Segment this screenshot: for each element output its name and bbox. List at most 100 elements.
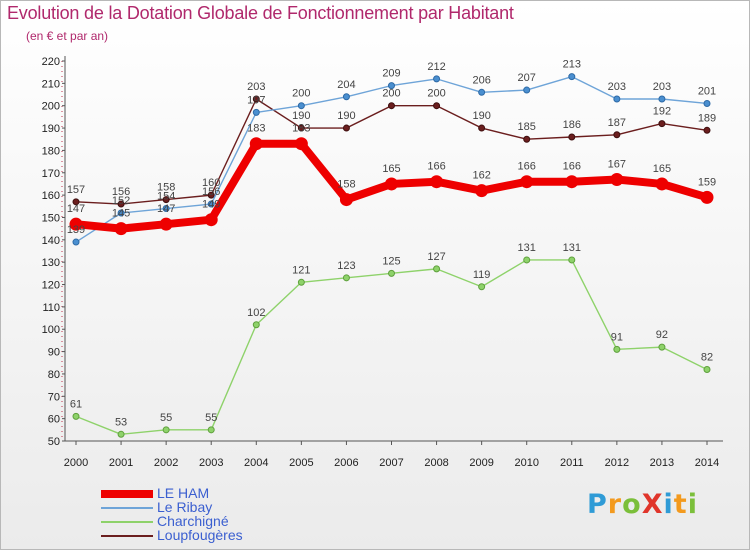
data-label-le-ribay: 207	[518, 72, 536, 84]
legend-item-le-ribay: Le Ribay	[101, 499, 301, 515]
data-point-le-ribay	[72, 238, 80, 246]
legend-swatch-le-ham	[101, 490, 153, 498]
data-point-le-ham	[339, 193, 353, 207]
legend-swatch-le-ribay	[101, 507, 153, 509]
data-label-le-ham: 149	[202, 199, 220, 211]
x-tick-label: 2013	[650, 457, 674, 469]
data-point-le-ham	[69, 217, 83, 231]
data-point-loupfougeres	[703, 126, 711, 134]
data-label-le-ribay: 154	[157, 191, 175, 203]
data-label-loupfougeres: 186	[563, 119, 581, 131]
data-point-loupfougeres	[297, 124, 305, 132]
data-point-charchigne	[72, 412, 80, 420]
y-tick-label: 80	[48, 369, 60, 381]
data-label-le-ham: 167	[608, 158, 626, 170]
data-label-le-ribay: 203	[608, 81, 626, 93]
x-tick-label: 2007	[379, 457, 403, 469]
data-point-loupfougeres	[388, 102, 395, 110]
data-label-le-ham: 158	[337, 179, 355, 191]
data-label-charchigne: 61	[70, 398, 82, 410]
x-tick-label: 2012	[605, 457, 629, 469]
data-label-le-ham: 147	[157, 203, 175, 215]
data-point-le-ham	[475, 184, 489, 198]
y-tick-label: 140	[42, 235, 60, 247]
chart-subtitle: (en € et par an)	[26, 29, 109, 43]
data-label-loupfougeres: 160	[202, 177, 220, 189]
x-tick-label: 2003	[199, 457, 223, 469]
chart-series	[69, 73, 714, 438]
x-tick-label: 2004	[244, 457, 268, 469]
legend-label-loupfougeres: Loupfougères	[157, 527, 243, 543]
data-label-le-ribay: 200	[292, 88, 310, 100]
logo-letter: r	[607, 489, 623, 520]
data-label-loupfougeres: 190	[292, 110, 310, 122]
x-tick-label: 2001	[109, 457, 133, 469]
logo-letter: o	[622, 489, 642, 520]
x-tick-label: 2009	[469, 457, 493, 469]
y-tick-label: 110	[42, 302, 60, 314]
data-label-charchigne: 123	[337, 260, 355, 272]
data-label-charchigne: 131	[518, 242, 536, 254]
data-label-charchigne: 125	[382, 255, 400, 267]
logo-letter: X	[641, 489, 664, 520]
data-point-le-ribay	[613, 95, 621, 103]
data-point-le-ribay	[297, 102, 305, 110]
data-label-charchigne: 102	[247, 307, 265, 319]
data-label-charchigne: 82	[701, 351, 713, 363]
y-tick-label: 210	[42, 78, 60, 90]
data-point-le-ribay	[162, 205, 170, 213]
y-tick-label: 180	[42, 145, 60, 157]
chart-axes: 50 60 70 80 90 100 110 120 130 140 150 160 170 180 190…	[42, 56, 723, 469]
data-point-charchigne	[162, 426, 170, 434]
data-point-le-ham	[114, 222, 128, 236]
logo-letter: P	[587, 489, 608, 520]
legend-label-le-ribay: Le Ribay	[157, 499, 213, 515]
legend-item-le-ham: LE HAM	[101, 485, 301, 501]
legend-item-charchigne: Charchigné	[101, 513, 301, 529]
legend-swatch-charchigne	[101, 521, 153, 523]
x-tick-label: 2014	[695, 457, 719, 469]
data-label-charchigne: 53	[115, 416, 127, 428]
data-label-le-ham: 145	[112, 208, 130, 220]
data-point-loupfougeres	[433, 102, 441, 110]
y-tick-label: 160	[42, 190, 60, 202]
data-point-le-ribay	[568, 73, 576, 81]
data-label-le-ham: 183	[247, 123, 265, 135]
data-label-le-ribay: 139	[67, 224, 85, 236]
data-label-le-ribay: 203	[653, 81, 671, 93]
data-point-le-ham	[565, 175, 579, 189]
y-tick-label: 150	[42, 212, 60, 224]
chart-value-labels: 157 156 158 160 203 190 190 200 200 190 185 186 187 1…	[67, 59, 716, 429]
data-point-charchigne	[297, 278, 305, 286]
y-tick-label: 120	[42, 280, 60, 292]
data-point-loupfougeres	[162, 196, 170, 204]
data-point-le-ribay	[388, 82, 395, 90]
data-label-loupfougeres: 157	[67, 184, 85, 196]
data-label-charchigne: 121	[292, 264, 310, 276]
data-point-le-ribay	[478, 88, 486, 96]
x-tick-label: 2006	[334, 457, 358, 469]
data-point-loupfougeres	[568, 133, 576, 141]
data-label-le-ham: 165	[382, 163, 400, 175]
data-label-loupfougeres: 203	[247, 81, 265, 93]
data-label-le-ham: 162	[472, 170, 490, 182]
data-point-le-ham	[249, 137, 263, 151]
data-label-loupfougeres: 190	[472, 110, 490, 122]
data-label-le-ham: 183	[292, 123, 310, 135]
y-tick-label: 60	[48, 414, 60, 426]
data-point-le-ribay	[433, 75, 441, 83]
data-label-le-ribay: 156	[202, 186, 220, 198]
data-label-charchigne: 127	[427, 251, 445, 263]
data-point-le-ham	[385, 177, 398, 191]
y-tick-label: 70	[48, 391, 60, 403]
data-label-le-ribay: 213	[563, 59, 581, 71]
data-label-le-ribay: 212	[427, 61, 445, 73]
data-label-loupfougeres: 189	[698, 112, 716, 124]
data-point-loupfougeres	[72, 198, 80, 206]
data-label-charchigne: 91	[611, 331, 623, 343]
y-tick-label: 90	[48, 347, 60, 359]
data-point-le-ribay	[658, 95, 666, 103]
data-point-le-ham	[655, 177, 669, 191]
data-point-le-ham	[520, 175, 534, 189]
data-label-le-ham: 166	[563, 161, 581, 173]
